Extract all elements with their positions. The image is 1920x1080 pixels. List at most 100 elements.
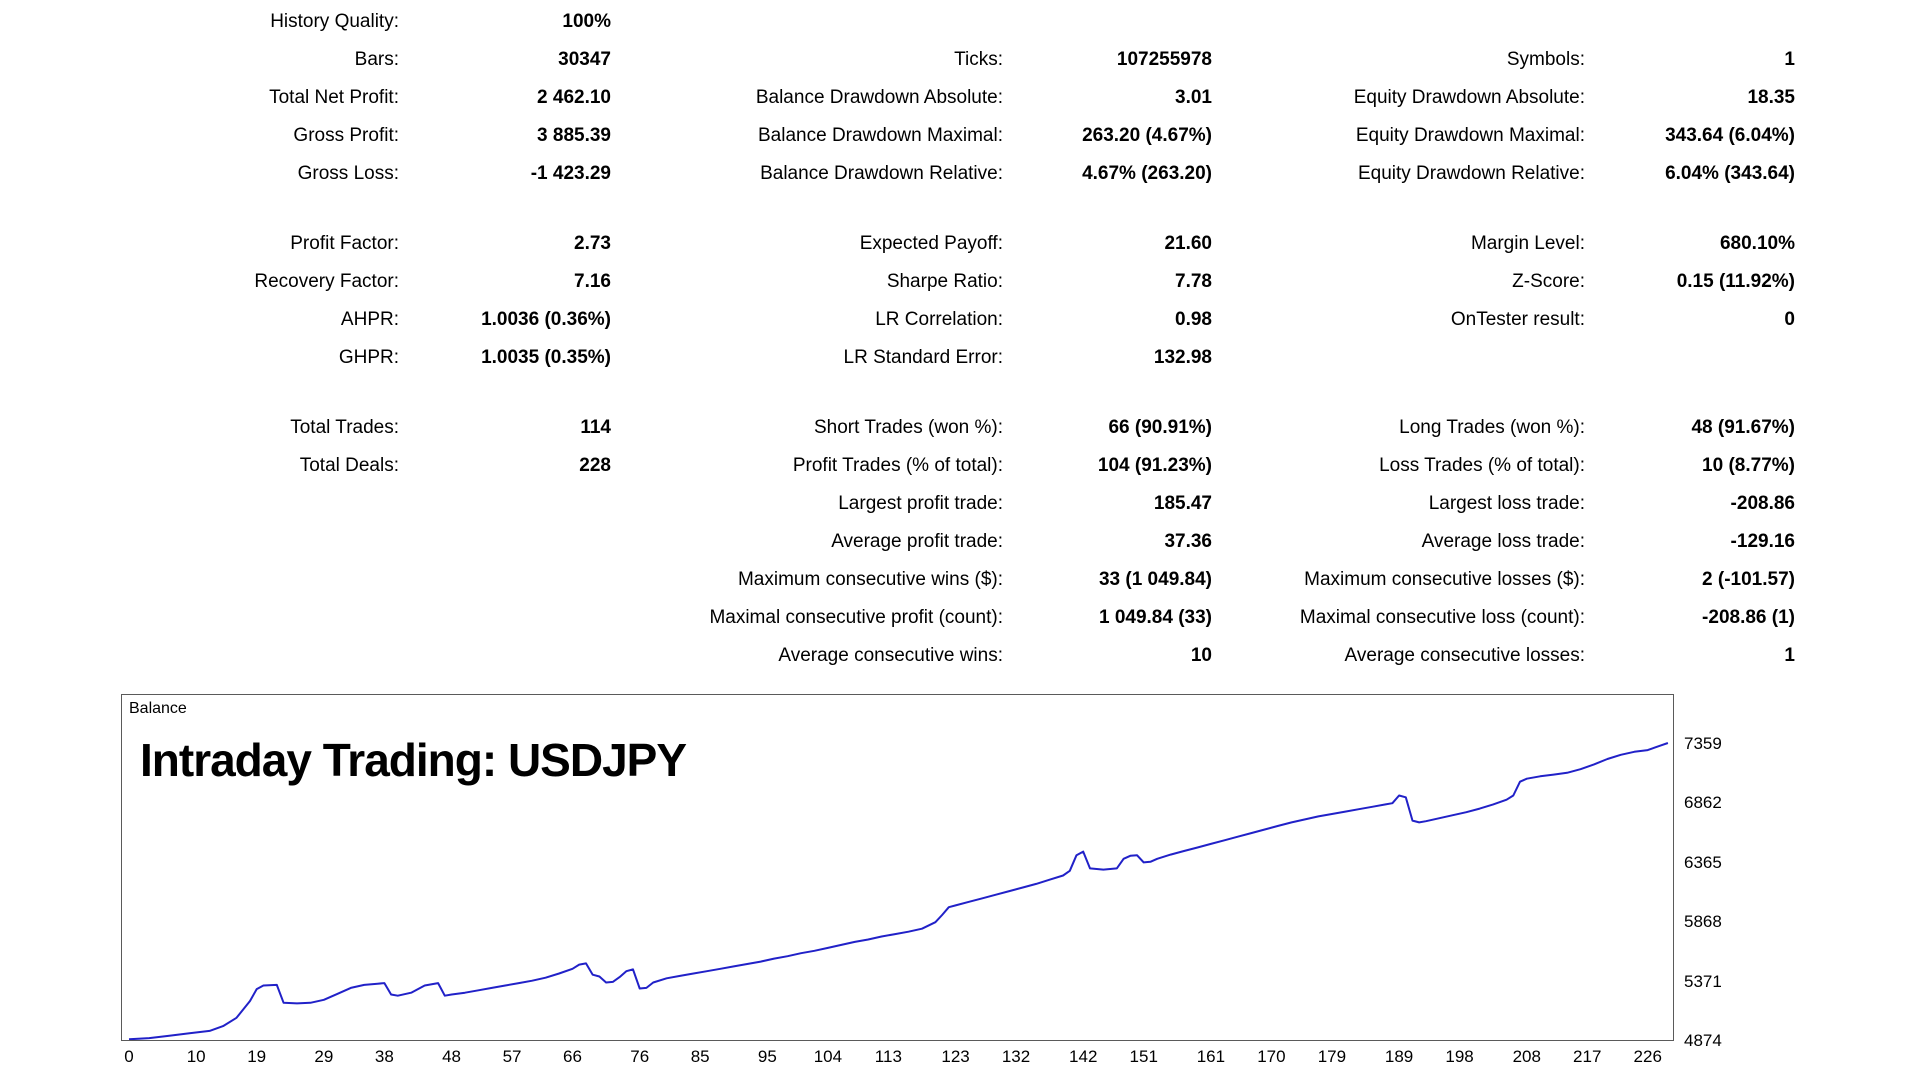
stat-value: 1 049.84 (33) [1098, 607, 1212, 628]
stat-label: LR Correlation: [875, 309, 1003, 330]
x-axis-tick-label: 66 [563, 1047, 582, 1066]
y-axis-tick-label: 6862 [1684, 793, 1722, 813]
stat-label [0, 599, 399, 637]
x-axis-tick-label: 132 [1001, 1047, 1031, 1066]
stat-value: 37.36 [1164, 531, 1212, 552]
stat-label: Equity Drawdown Relative: [1357, 163, 1585, 184]
balance-line-chart [128, 742, 1669, 1040]
stat-value [399, 637, 611, 675]
stat-label: Largest profit trade: [838, 493, 1003, 514]
x-axis-tick-label: 57 [502, 1047, 522, 1066]
x-axis-tick-label: 142 [1069, 1047, 1098, 1066]
x-axis-tick-label: 104 [813, 1047, 843, 1066]
chart-title: Intraday Trading: USDJPY [140, 734, 687, 786]
stat-label: AHPR: [340, 309, 399, 330]
stat-value [399, 523, 611, 561]
stat-label: Symbols: [1506, 49, 1585, 70]
stat-label: Average consecutive losses: [1344, 645, 1585, 666]
balance-chart-frame: Balance Intraday Trading: USDJPY [121, 694, 1674, 1041]
stat-label [0, 637, 399, 675]
stats-row: Total Deals: 228 Profit Trades (% of total… [0, 447, 1795, 485]
stat-label: Profit Factor: [290, 233, 399, 254]
stat-value: 66 (90.91%) [1108, 417, 1212, 438]
stat-label: Largest loss trade: [1428, 493, 1585, 514]
x-axis-tick-label: 76 [630, 1047, 650, 1066]
x-axis-tick-label: 208 [1512, 1047, 1541, 1066]
stat-value: 132.98 [1153, 347, 1212, 368]
balance-chart-region: Balance Intraday Trading: USDJPY 7359 686… [121, 694, 1920, 1080]
y-axis-tick-label: 7359 [1684, 734, 1722, 753]
stat-label: Margin Level: [1470, 233, 1585, 254]
stat-value: -129.16 [1730, 531, 1795, 552]
stat-value: 30347 [558, 49, 611, 70]
stats-row: Total Trades: 114 Short Trades (won %): 66 … [0, 409, 1795, 447]
stats-row: Total Net Profit: 2 462.10 Balance Drawdow… [0, 79, 1795, 117]
stats-row: History Quality: 100% [0, 3, 1795, 41]
y-axis-tick-label: 5371 [1684, 971, 1722, 991]
stat-label: Gross Loss: [297, 163, 399, 184]
stat-value: 18.35 [1747, 87, 1795, 108]
stat-value: 100% [562, 11, 611, 32]
x-axis-tick-label: 85 [690, 1047, 710, 1066]
stat-value: 33 (1 049.84) [1098, 569, 1212, 590]
stat-label [1212, 339, 1585, 377]
x-axis-tick-label: 38 [374, 1047, 394, 1066]
stat-value [399, 599, 611, 637]
stat-value: 114 [580, 417, 611, 438]
stat-value: 263.20 (4.67%) [1082, 125, 1212, 146]
stat-value: 3 885.39 [537, 125, 611, 146]
stat-label: OnTester result: [1450, 309, 1585, 330]
stat-value: 0 [1784, 309, 1795, 330]
stats-section: Profit Factor: 2.73 Expected Payoff: 21.60 M… [0, 225, 1795, 377]
stat-label: Long Trades (won %): [1399, 417, 1585, 438]
stat-value: 680.10% [1719, 233, 1795, 254]
stat-value: 7.16 [574, 271, 611, 292]
stat-label: Equity Drawdown Absolute: [1353, 87, 1585, 108]
stat-label: Short Trades (won %): [813, 417, 1003, 438]
stat-value: 0.98 [1175, 309, 1212, 330]
y-axis-tick-label: 6365 [1684, 852, 1722, 872]
stat-label: Maximum consecutive wins ($): [737, 569, 1003, 590]
x-axis-tick-label: 161 [1196, 1047, 1226, 1066]
stat-label: Recovery Factor: [254, 271, 399, 292]
x-axis-tick-label: 48 [442, 1047, 461, 1066]
stat-label: Maximal consecutive profit (count): [709, 607, 1003, 628]
x-axis-tick-label: 0 [124, 1047, 134, 1066]
stat-value: 0.15 (11.92%) [1676, 271, 1795, 292]
stat-label [611, 3, 1003, 41]
x-axis-tick-label: 226 [1633, 1047, 1662, 1066]
x-axis-tick-label: 29 [314, 1047, 334, 1066]
y-axis-labels: 7359 6862 6365 5868 5371 4874 [1684, 695, 1804, 1049]
stat-label: Maximum consecutive losses ($): [1304, 569, 1585, 590]
stat-label: Total Net Profit: [269, 87, 399, 108]
x-axis-tick-label: 123 [941, 1047, 970, 1066]
stat-label [0, 523, 399, 561]
stat-value: 1.0035 (0.35%) [481, 347, 611, 368]
stat-value: 2.73 [574, 233, 611, 254]
stat-value: 1 [1784, 49, 1795, 70]
stats-row: Gross Loss: -1 423.29 Balance Drawdown Rel… [0, 155, 1795, 193]
x-axis-tick-label: 10 [186, 1047, 206, 1066]
stat-value: 1 [1784, 645, 1795, 666]
stat-label: Average consecutive wins: [778, 645, 1003, 666]
stat-value: 48 (91.67%) [1691, 417, 1795, 438]
stats-row: Recovery Factor: 7.16 Sharpe Ratio: 7.78 Z-S… [0, 263, 1795, 301]
x-axis-labels: 0 10 19 29 38 48 57 66 76 85 95 104 113 123 132 142 151 1… [122, 1045, 1673, 1069]
x-axis-tick-label: 189 [1384, 1047, 1414, 1066]
stat-label: Expected Payoff: [859, 233, 1003, 254]
stat-label: Average loss trade: [1421, 531, 1585, 552]
stat-value: 21.60 [1164, 233, 1212, 254]
stats-row: GHPR: 1.0035 (0.35%) LR Standard Error: 132… [0, 339, 1795, 377]
stats-row: Profit Factor: 2.73 Expected Payoff: 21.60 M… [0, 225, 1795, 263]
stat-value: 185.47 [1153, 493, 1212, 514]
stats-row: Maximum consecutive wins ($): 33 (1 049.8… [0, 561, 1795, 599]
stats-row: AHPR: 1.0036 (0.36%) LR Correlation: 0.98 On… [0, 301, 1795, 339]
stat-value: -1 423.29 [530, 163, 611, 184]
stat-label: Total Deals: [299, 455, 399, 476]
stat-label: Balance Drawdown Maximal: [758, 125, 1003, 146]
x-axis-tick-label: 19 [247, 1047, 267, 1066]
stat-value [399, 561, 611, 599]
stat-label: Gross Profit: [293, 125, 399, 146]
stat-value: 104 (91.23%) [1097, 455, 1212, 476]
